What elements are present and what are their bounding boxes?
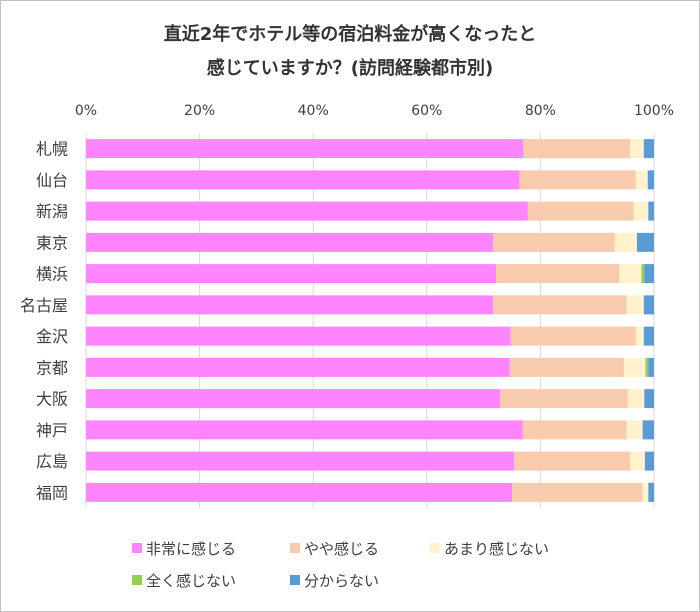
y-category-label: 横浜 bbox=[36, 265, 68, 284]
bar-segment-1 bbox=[86, 357, 510, 377]
bar-segment-4 bbox=[641, 264, 645, 284]
bar-segment-5 bbox=[644, 451, 654, 471]
bar-segment-2 bbox=[522, 420, 627, 440]
bar-segment-3 bbox=[630, 139, 644, 159]
y-category-label: 金沢 bbox=[36, 327, 68, 346]
bar-segment-1 bbox=[86, 139, 524, 159]
bar-segment-3 bbox=[635, 326, 644, 346]
legend-label: 分からない bbox=[304, 572, 379, 590]
bar-segment-3 bbox=[642, 482, 649, 502]
bar-segment-1 bbox=[86, 389, 501, 409]
bar-segment-3 bbox=[623, 357, 646, 377]
bar-segment-5 bbox=[643, 139, 654, 159]
bar-segment-3 bbox=[614, 232, 637, 252]
bar-segment-1 bbox=[86, 201, 528, 221]
legend-label: やや感じる bbox=[304, 540, 379, 558]
bar-segment-5 bbox=[648, 357, 654, 377]
bar-segment-1 bbox=[86, 451, 515, 471]
bar-segment-5 bbox=[644, 264, 654, 284]
bar-segment-3 bbox=[626, 420, 643, 440]
bar-segment-4 bbox=[645, 357, 649, 377]
bar-segment-3 bbox=[627, 389, 645, 409]
bar-segment-3 bbox=[633, 201, 649, 221]
bar-segment-1 bbox=[86, 326, 511, 346]
bar-segment-5 bbox=[643, 326, 654, 346]
bar-segment-1 bbox=[86, 170, 520, 190]
x-tick-label: 40% bbox=[298, 103, 329, 119]
bar-segment-5 bbox=[644, 389, 654, 409]
y-category-label: 新潟 bbox=[36, 202, 68, 221]
y-category-label: 神戸 bbox=[36, 421, 68, 440]
bar-segment-3 bbox=[626, 295, 644, 315]
bar-segment-5 bbox=[643, 295, 654, 315]
bar-segment-5 bbox=[648, 482, 654, 502]
bar-segment-2 bbox=[493, 232, 615, 252]
bar-segment-1 bbox=[86, 232, 494, 252]
y-category-label: 仙台 bbox=[36, 171, 68, 190]
legend-swatch bbox=[132, 575, 142, 585]
y-category-label: 広島 bbox=[36, 452, 68, 471]
y-category-label: 名古屋 bbox=[20, 296, 68, 315]
bar-segment-2 bbox=[519, 170, 636, 190]
bar-segment-2 bbox=[514, 451, 631, 471]
chart-title-line2: 感じていますか？(訪問経験都市別) bbox=[206, 58, 494, 79]
legend-swatch bbox=[290, 575, 300, 585]
x-tick-label: 20% bbox=[184, 103, 215, 119]
legend-swatch bbox=[290, 543, 300, 553]
bar-segment-3 bbox=[630, 451, 645, 471]
bar-segment-1 bbox=[86, 264, 497, 284]
bar-segment-5 bbox=[636, 232, 654, 252]
bar-segment-2 bbox=[509, 357, 624, 377]
legend-label: 全く感じない bbox=[146, 572, 236, 590]
legend-label: 非常に感じる bbox=[146, 540, 236, 558]
y-category-label: 大阪 bbox=[36, 390, 68, 409]
legend-label: あまり感じない bbox=[444, 540, 549, 558]
bar-segment-2 bbox=[496, 264, 620, 284]
bar-segment-2 bbox=[523, 139, 631, 159]
bar-segment-2 bbox=[527, 201, 634, 221]
bar-segment-2 bbox=[512, 482, 643, 502]
bar-segment-1 bbox=[86, 295, 494, 315]
bar-segment-3 bbox=[635, 170, 648, 190]
bar-segment-5 bbox=[642, 420, 654, 440]
bar-segment-2 bbox=[493, 295, 627, 315]
y-category-label: 京都 bbox=[36, 358, 68, 377]
y-category-label: 札幌 bbox=[36, 140, 68, 159]
y-category-label: 東京 bbox=[36, 233, 68, 252]
bar-segment-1 bbox=[86, 482, 512, 502]
y-category-label: 福岡 bbox=[36, 483, 68, 502]
x-tick-label: 0% bbox=[75, 103, 97, 119]
x-tick-label: 80% bbox=[525, 103, 556, 119]
bar-segment-2 bbox=[510, 326, 636, 346]
x-tick-label: 60% bbox=[411, 103, 442, 119]
bar-segment-5 bbox=[647, 170, 654, 190]
bar-segment-3 bbox=[619, 264, 642, 284]
chart-title-line1: 直近2年でホテル等の宿泊料金が高くなったと bbox=[163, 24, 537, 45]
legend-swatch bbox=[132, 543, 142, 553]
legend-swatch bbox=[430, 543, 440, 553]
bar-segment-5 bbox=[648, 201, 654, 221]
bar-segment-1 bbox=[86, 420, 523, 440]
bar-segment-2 bbox=[500, 389, 628, 409]
x-tick-label: 100% bbox=[634, 103, 674, 119]
